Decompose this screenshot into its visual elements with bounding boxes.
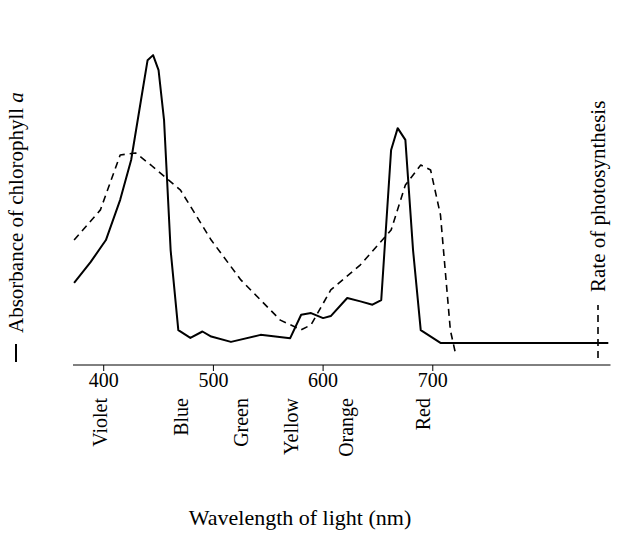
y-axis-label: Rate of photosynthesis (586, 101, 610, 292)
x-axis-line (73, 365, 611, 366)
color-band-label: Violet (89, 398, 111, 447)
x-tick-label: 400 (89, 369, 119, 391)
y-axis-label: Absorbance of chlorophyll a (4, 92, 28, 333)
series-key (15, 344, 17, 362)
series-line (74, 153, 456, 355)
color-band-label: Green (230, 398, 252, 447)
x-axis-label: Wavelength of light (nm) (189, 505, 411, 530)
series-line (74, 55, 608, 343)
x-tick-label: 700 (418, 369, 448, 391)
plot-area (74, 55, 608, 355)
color-band-label: Yellow (280, 397, 302, 454)
x-tick-label: 600 (308, 369, 338, 391)
x-tick-label: 500 (198, 369, 228, 391)
color-band-label: Blue (170, 398, 192, 436)
color-band-label: Orange (335, 398, 358, 457)
color-band-label: Red (412, 398, 434, 430)
series-key (597, 305, 599, 358)
chart: 400 500 600 700 Violet Blue Green Yellow Orange R… (0, 0, 620, 550)
